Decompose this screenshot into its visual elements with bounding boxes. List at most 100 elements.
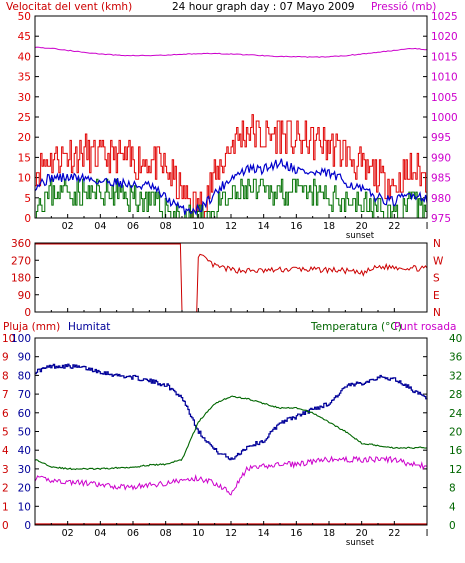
pressure-ytick-label: 975 <box>431 213 451 225</box>
temp-xtick-label: 20 <box>356 528 368 539</box>
humidity-series <box>35 363 428 461</box>
temp-xtick-label: 02 <box>62 528 74 539</box>
wind-ytick-label: 45 <box>18 31 31 43</box>
rain-ytick-label: 6 <box>2 408 9 420</box>
pressure-ytick-label: 980 <box>431 193 451 205</box>
rain-ytick-label: 5 <box>2 427 9 439</box>
wind-avg-series <box>34 158 428 216</box>
wind-plot-frame <box>34 15 428 219</box>
compass-label: W <box>433 255 444 267</box>
temp-xtick-label: 14 <box>258 528 270 539</box>
wind-ytick-label: 0 <box>24 213 31 225</box>
pressure-ytick-label: 1000 <box>431 112 458 124</box>
pressure-ytick-label: 1005 <box>431 92 458 104</box>
temp-sunset-label: sunset <box>346 538 375 548</box>
wind-xtick-label: 12 <box>225 221 237 232</box>
wind-direction-series <box>35 243 428 313</box>
temp-xtick-label: 08 <box>160 528 172 539</box>
humidity-ytick-label: 20 <box>18 483 31 495</box>
temp-ytick-label: 36 <box>449 352 463 364</box>
rain-ytick-label: 2 <box>2 483 9 495</box>
wind-xtick-label: 20 <box>356 221 368 232</box>
wind-ytick-label: 5 <box>24 193 31 205</box>
rain-ytick-label: 8 <box>2 370 9 382</box>
temp-ytick-label: 0 <box>449 520 456 532</box>
wind-xtick-label: 02 <box>62 221 74 232</box>
temp-ytick-label: 16 <box>449 445 463 457</box>
temp-ytick-label: 24 <box>449 408 463 420</box>
humidity-ytick-label: 80 <box>18 370 31 382</box>
humidity-ytick-label: 70 <box>18 389 31 401</box>
chart-title: 24 hour graph day : 07 Mayo 2009 <box>172 1 355 13</box>
humidity-ytick-label: 100 <box>11 333 31 345</box>
wind-ytick-label: 40 <box>18 51 31 63</box>
humidity-ytick-label: 0 <box>24 520 31 532</box>
wind-xtick-label: 06 <box>127 221 139 232</box>
direction-plot-frame <box>34 242 428 313</box>
temp-end-marker: I <box>426 528 429 539</box>
temp-plot-frame <box>34 337 428 526</box>
wind-pressure-panel: 0510152025303540455097598098599099510001… <box>18 11 458 241</box>
humidity-ytick-label: 40 <box>18 445 31 457</box>
rain-ytick-label: 1 <box>2 501 9 513</box>
dir-ytick-label: 270 <box>11 255 31 267</box>
humidity-ytick-label: 30 <box>18 464 31 476</box>
temp-xtick-label: 04 <box>94 528 106 539</box>
wind-xtick-label: 10 <box>192 221 204 232</box>
wind-xtick-label: 16 <box>290 221 302 232</box>
dir-ytick-label: 0 <box>24 307 31 319</box>
wind-xtick-label: 04 <box>94 221 106 232</box>
pressure-ytick-label: 1015 <box>431 51 458 63</box>
temperature-series <box>34 395 428 471</box>
pressure-ytick-label: 990 <box>431 152 451 164</box>
temp-xtick-label: 16 <box>290 528 302 539</box>
pressure-ytick-label: 995 <box>431 132 451 144</box>
pressure-series <box>34 46 428 58</box>
temperature-axis-title: Temperatura (°C) <box>310 321 402 333</box>
humidity-ytick-label: 10 <box>18 501 31 513</box>
rain-axis-title: Pluja (mm) <box>3 321 60 333</box>
dew-point-axis-title: Punt rosada <box>394 321 456 333</box>
wind-xtick-label: 14 <box>258 221 270 232</box>
dir-ytick-label: 90 <box>18 290 31 302</box>
rain-ytick-label: 9 <box>2 352 9 364</box>
wind-ytick-label: 10 <box>18 173 31 185</box>
temp-humidity-panel: 0 01 102 203 304 405 506 607 708 809 9010100048121… <box>2 333 463 548</box>
dir-ytick-label: 360 <box>11 238 31 250</box>
rain-ytick-label: 3 <box>2 464 9 476</box>
wind-sunset-label: sunset <box>346 231 375 241</box>
temp-ytick-label: 4 <box>449 501 456 513</box>
dew-point-series <box>34 455 428 496</box>
temp-ytick-label: 20 <box>449 427 462 439</box>
compass-label: E <box>433 290 440 302</box>
wind-xtick-label: 18 <box>323 221 335 232</box>
dir-ytick-label: 180 <box>11 273 31 285</box>
temp-xtick-label: 06 <box>127 528 139 539</box>
wind-ytick-label: 25 <box>18 112 31 124</box>
humidity-ytick-label: 50 <box>18 427 31 439</box>
rain-ytick-label: 7 <box>2 389 9 401</box>
wind-ytick-label: 50 <box>18 11 31 23</box>
temp-ytick-label: 8 <box>449 483 456 495</box>
pressure-ytick-label: 1010 <box>431 72 458 84</box>
wind-min-series <box>35 178 427 219</box>
wind-speed-title: Velocitat del vent (kmh) <box>6 1 132 13</box>
pressure-ytick-label: 1025 <box>431 11 458 23</box>
humidity-ytick-label: 60 <box>18 408 31 420</box>
temp-xtick-label: 12 <box>225 528 237 539</box>
rain-ytick-label: 10 <box>2 333 15 345</box>
pressure-ytick-label: 1020 <box>431 31 458 43</box>
compass-label: S <box>433 273 440 285</box>
temp-xtick-label: 18 <box>323 528 335 539</box>
pressure-title: Pressió (mb) <box>371 1 436 13</box>
wind-xtick-label: 08 <box>160 221 172 232</box>
temp-ytick-label: 40 <box>449 333 462 345</box>
wind-ytick-label: 30 <box>18 92 31 104</box>
humidity-axis-title: Humitat <box>68 321 110 333</box>
pressure-ytick-label: 985 <box>431 173 451 185</box>
temp-ytick-label: 12 <box>449 464 462 476</box>
wind-gust-series <box>35 114 427 219</box>
